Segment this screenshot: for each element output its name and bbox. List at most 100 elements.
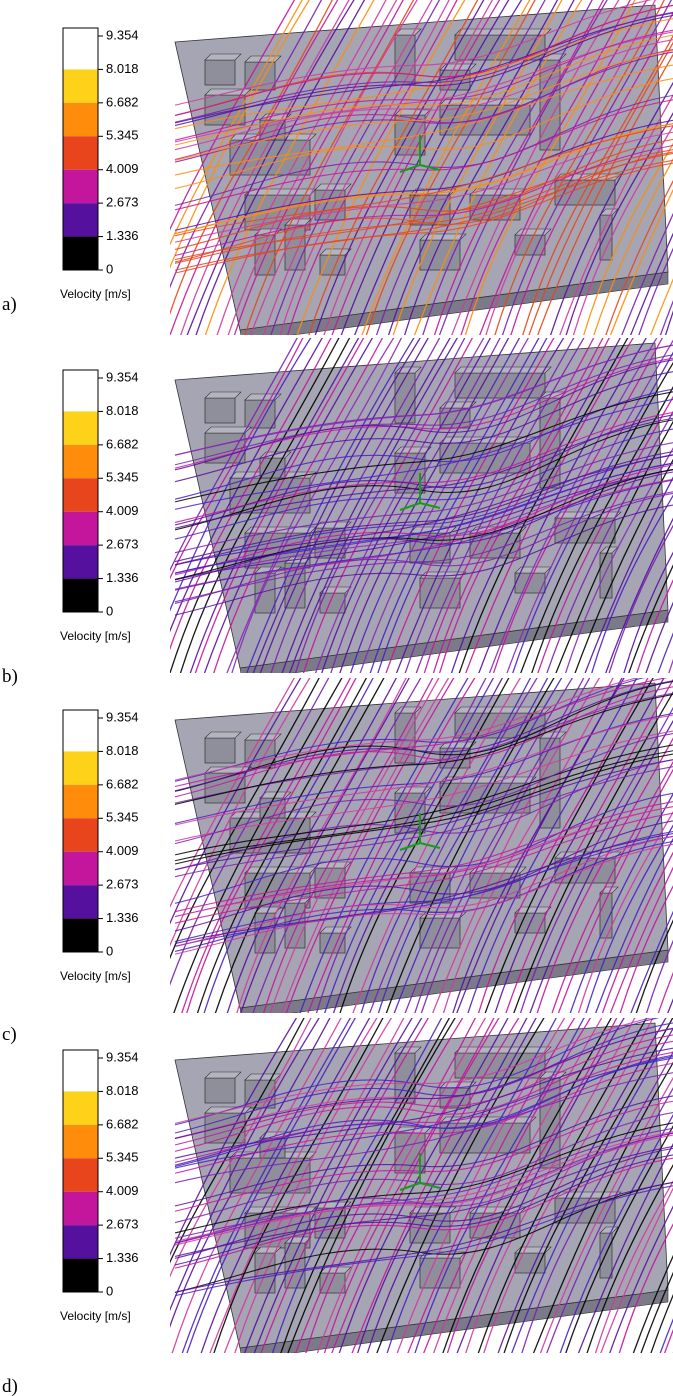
streamline [200,1018,371,1353]
streamline [280,1018,451,1353]
legend-tick-label: 1.336 [106,910,139,925]
building-top [244,55,282,63]
legend-swatch [63,36,98,70]
legend-frame [62,369,99,613]
streamline [174,1147,673,1259]
building [514,1252,546,1274]
streamline [609,866,673,1013]
streamline [196,678,368,1013]
streamline [174,1157,673,1269]
streamline [174,806,673,918]
building-top [314,183,352,191]
streamline [302,338,474,673]
streamline [492,338,664,673]
streamline [214,678,385,1013]
legend-swatch [63,203,98,237]
streamline [657,632,673,673]
streamline [572,124,673,335]
streamline [619,885,673,1013]
streamline [181,1018,352,1353]
streamline [174,504,673,616]
legend-tick-label: 5.345 [106,470,139,485]
streamline [559,1113,673,1353]
streamline [577,811,673,1013]
legend-tick-label: 0 [106,943,113,958]
streamline [396,1018,566,1353]
scene [170,1018,673,1353]
legend-tick-label: 1.336 [106,570,139,585]
axis-triad [399,502,421,511]
streamline [635,919,673,1013]
streamline [260,1018,430,1353]
legend-swatch [63,236,98,270]
legend-swatch [63,102,98,137]
streamline [174,359,673,471]
streamline [174,686,673,798]
streamline [340,0,510,335]
legend-swatch [63,751,98,785]
legend-swatch [63,545,98,579]
streamline [174,812,673,924]
legend-tick-label: 1.336 [106,1250,139,1265]
streamline [442,678,614,1013]
streamline [186,678,357,1013]
streamline [170,338,340,673]
streamline [170,678,311,947]
streamline [174,1028,673,1140]
streamline [477,678,649,1013]
streamline [243,1018,413,1353]
legend-swatch [63,411,98,445]
streamline [387,0,559,335]
legend-tick-label: 1.336 [106,228,139,243]
building-top [204,53,242,61]
legend-swatch [63,169,98,204]
legend-tick-label: 9.354 [106,369,139,384]
streamline [174,714,673,826]
streamline [170,1018,320,1312]
streamline [244,0,415,335]
streamline [478,338,647,673]
streamline [593,158,673,335]
streamline [174,39,673,151]
streamline [174,1018,653,1124]
streamline [296,0,466,335]
streamline [252,338,421,673]
streamline [460,0,631,335]
streamline [279,0,450,335]
streamline [386,1018,557,1353]
streamline [174,678,645,782]
streamline [456,678,625,1013]
streamline [170,1018,312,1278]
streamline [174,1022,673,1134]
streamline [315,678,487,1013]
streamline [226,678,398,1013]
streamline [236,678,407,1013]
streamline [586,1163,673,1353]
streamline [174,840,673,952]
streamline [510,11,673,335]
streamline [605,517,673,673]
streamline [253,1018,423,1353]
streamline [213,338,384,673]
streamline [565,112,673,335]
axis-triad [419,842,441,849]
streamline [532,1061,673,1353]
streamline [314,0,485,335]
streamline [174,1018,661,1126]
legend-swatch [63,1191,98,1226]
streamline [404,0,575,335]
legend-tick-label: 8.018 [106,403,139,418]
axis-triad [419,1182,441,1189]
building [599,1232,613,1279]
building [419,1257,461,1289]
legend-tick-label: 4.009 [106,503,139,518]
legend-tick-label: 2.673 [106,1217,139,1232]
streamline [174,125,673,237]
panel-label: c) [2,1024,17,1045]
streamline [174,29,673,141]
streamline [645,601,673,673]
streamline [174,119,673,231]
legend-swatch [63,578,98,612]
streamline [226,338,395,673]
streamline [630,232,673,335]
